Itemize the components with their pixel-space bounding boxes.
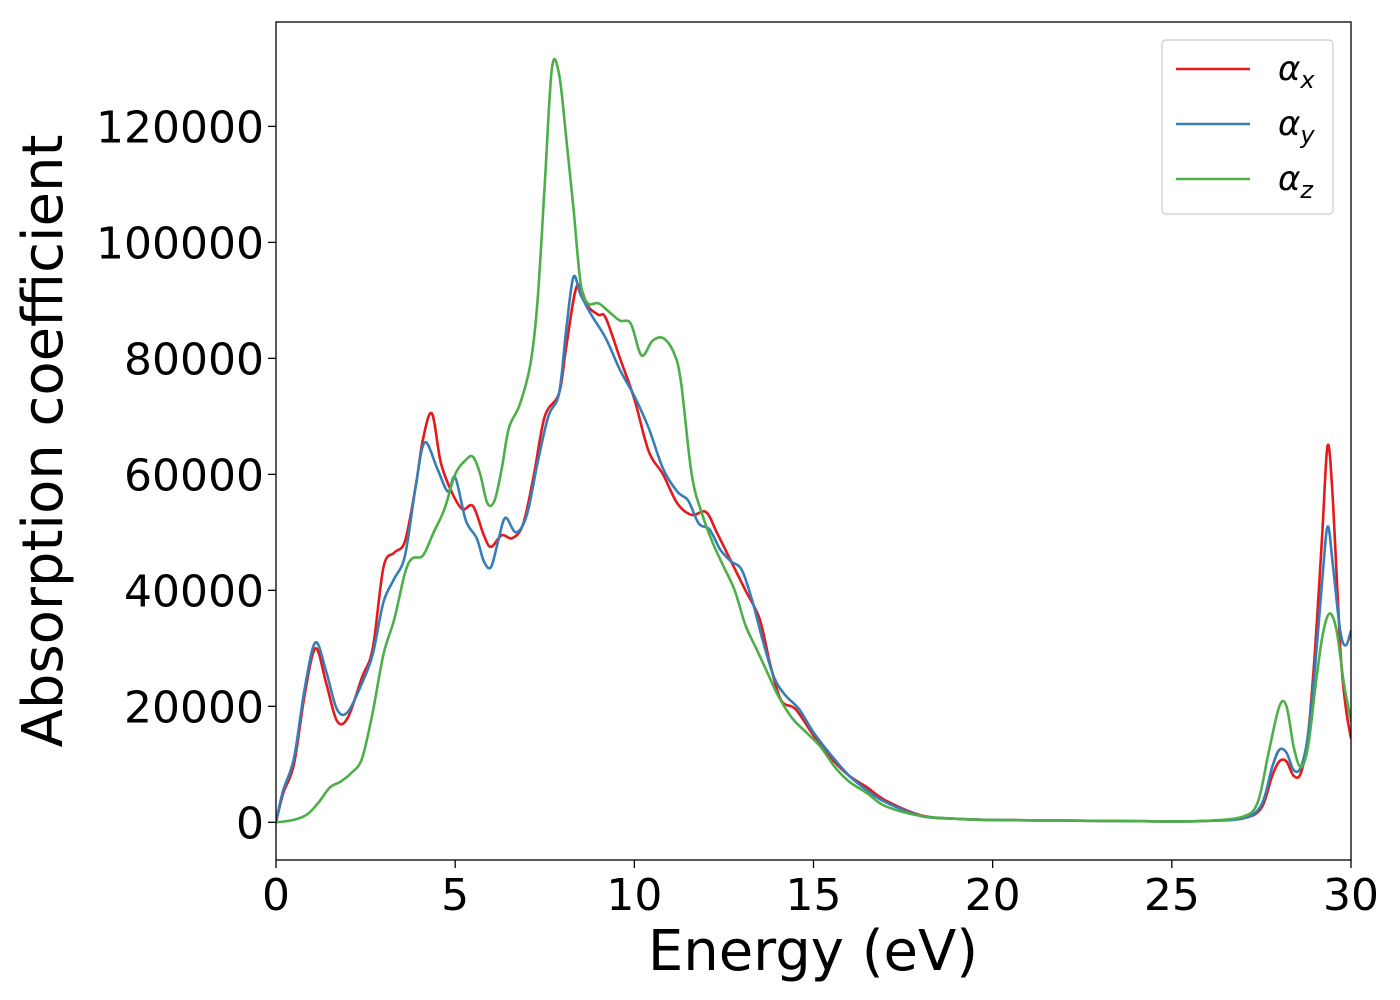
x-tick-label: 5 xyxy=(441,870,469,921)
legend-label-z: αz xyxy=(1278,159,1314,204)
y-tick-label: 40000 xyxy=(124,566,264,617)
x-ticks: 0 5 10 15 20 25 30 xyxy=(262,860,1379,921)
x-axis-label: Energy (eV) xyxy=(648,919,978,984)
series-line-y xyxy=(276,274,1351,824)
y-tick-label: 0 xyxy=(236,798,264,849)
legend-box xyxy=(1161,39,1334,215)
x-tick-label: 30 xyxy=(1323,870,1379,921)
series-line-z xyxy=(276,57,1351,824)
y-tick-label: 60000 xyxy=(124,450,264,501)
y-tick-label: 80000 xyxy=(124,334,264,385)
y-tick-label: 120000 xyxy=(96,102,264,153)
series-line-x xyxy=(276,283,1351,824)
series-layer xyxy=(276,57,1351,824)
y-axis-label: Absorption coefficient xyxy=(11,135,76,748)
x-tick-label: 20 xyxy=(965,870,1021,921)
y-tick-label: 20000 xyxy=(124,682,264,733)
x-tick-label: 15 xyxy=(786,870,842,921)
y-ticks: 0 20000 40000 60000 80000 100000 120000 xyxy=(96,102,276,849)
x-tick-label: 10 xyxy=(606,870,662,921)
x-tick-label: 25 xyxy=(1144,870,1200,921)
x-tick-label: 0 xyxy=(262,870,290,921)
y-tick-label: 100000 xyxy=(96,218,264,269)
